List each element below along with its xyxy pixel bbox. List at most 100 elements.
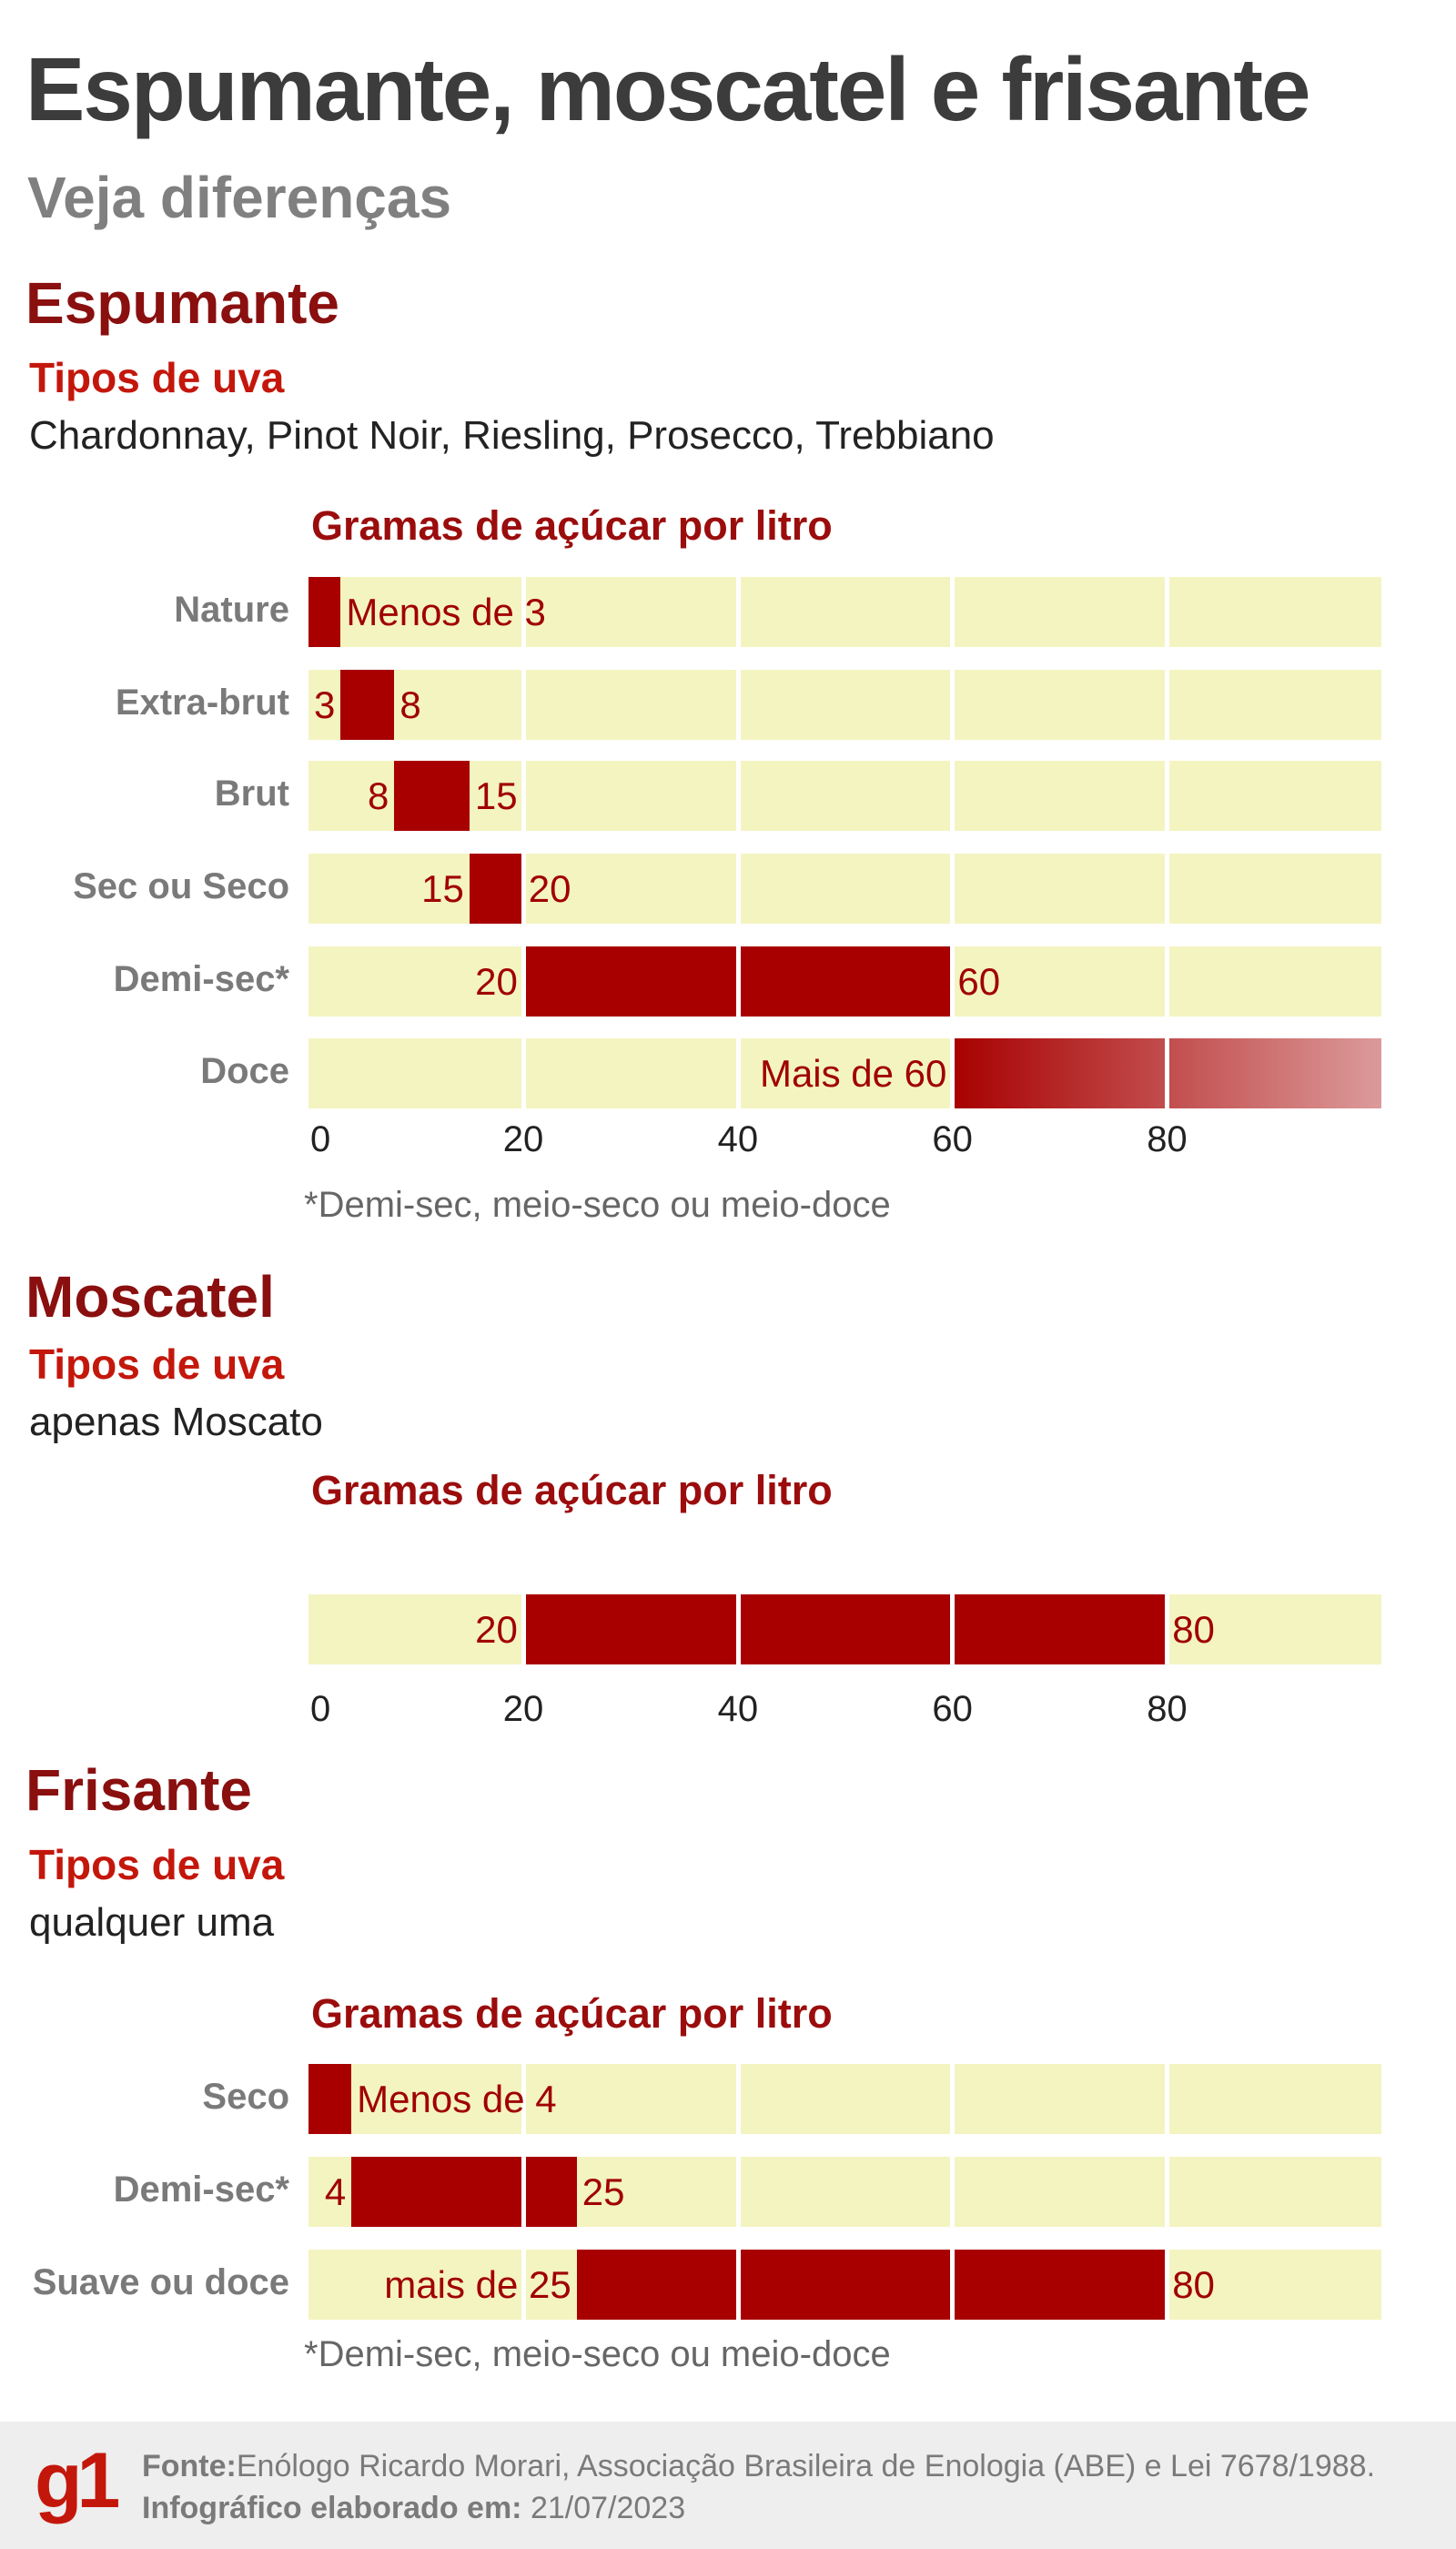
footnote: *Demi-sec, meio-seco ou meio-doce <box>304 2334 891 2374</box>
source-line: Fonte:Enólogo Ricardo Morari, Associação… <box>142 2449 1375 2484</box>
gridline <box>735 761 741 831</box>
gridline <box>521 761 526 831</box>
gridline <box>1165 946 1170 1017</box>
gridline <box>521 854 526 924</box>
category-label: Demi-sec* <box>113 959 289 999</box>
gridline <box>950 2064 956 2134</box>
range-start-label: Mais de 60 <box>759 1052 947 1095</box>
category-label: Seco <box>202 2077 289 2117</box>
gridline <box>521 2064 526 2134</box>
gridline <box>1165 2157 1170 2227</box>
range-bar <box>522 1594 1168 1664</box>
gridline <box>521 2250 526 2320</box>
gridline <box>735 2157 741 2227</box>
date-text: 21/07/2023 <box>530 2491 686 2525</box>
gridline <box>521 1594 526 1664</box>
range-bar <box>576 2250 1168 2320</box>
date-line: Infográfico elaborado em: 21/07/2023 <box>142 2491 685 2526</box>
gridline <box>1165 577 1170 647</box>
grapes-label: Tipos de uva <box>29 1340 285 1388</box>
x-tick-label: 60 <box>932 1119 973 1159</box>
bar-track: 4 25 <box>308 2157 1381 2227</box>
range-bar <box>308 577 341 647</box>
range-end-label: 80 <box>1172 1608 1215 1651</box>
section-heading-espumante: Espumante <box>25 270 339 336</box>
gridline <box>1165 2250 1170 2320</box>
grapes-list: Chardonnay, Pinot Noir, Riesling, Prosec… <box>29 413 995 458</box>
grapes-list: apenas Moscato <box>29 1400 323 1444</box>
range-start-label: 8 <box>367 774 389 817</box>
gridline <box>735 854 741 924</box>
bar-track: 15 20 <box>308 854 1381 924</box>
g1-logo: g1 <box>35 2437 120 2524</box>
category-label: Nature <box>174 590 289 630</box>
gridline <box>735 2064 741 2134</box>
range-end-label: 20 <box>528 867 571 910</box>
footnote: *Demi-sec, meio-seco ou meio-doce <box>304 1185 891 1225</box>
range-bar <box>469 854 523 924</box>
bar-track: 20 80 <box>308 1594 1381 1664</box>
gridline <box>521 1038 526 1108</box>
chart-title: Gramas de açúcar por litro <box>311 1467 833 1513</box>
date-label: Infográfico elaborado em: <box>142 2491 522 2525</box>
gridline <box>1165 670 1170 740</box>
category-label: Demi-sec* <box>113 2170 289 2210</box>
gridline <box>521 577 526 647</box>
category-label: Sec ou Seco <box>73 866 289 906</box>
page-title: Espumante, moscatel e frisante <box>25 39 1311 139</box>
range-start-label: 3 <box>314 683 336 726</box>
gridline <box>950 2157 956 2227</box>
range-end-label: 25 <box>581 2170 625 2213</box>
category-label: Suave ou doce <box>32 2262 289 2302</box>
range-end-label: 8 <box>399 683 421 726</box>
x-tick-label: 20 <box>502 1689 544 1729</box>
gridline <box>735 1594 741 1664</box>
range-end-label: 15 <box>474 774 518 817</box>
x-tick-label: 60 <box>932 1689 973 1729</box>
footer: g1 Fonte:Enólogo Ricardo Morari, Associa… <box>0 2422 1456 2549</box>
gridline <box>1165 2064 1170 2134</box>
range-start-label: 4 <box>324 2170 347 2213</box>
category-label: Brut <box>214 774 289 814</box>
chart-title: Gramas de açúcar por litro <box>311 1990 833 2037</box>
bar-track: Menos de 4 <box>308 2064 1381 2134</box>
gridline <box>735 670 741 740</box>
gridline <box>521 670 526 740</box>
chart-title: Gramas de açúcar por litro <box>311 502 833 549</box>
range-end-label: 80 <box>1172 2263 1215 2306</box>
gridline <box>950 1038 956 1108</box>
x-tick-label: 0 <box>310 1689 331 1729</box>
bar-track: mais de 25 80 <box>308 2250 1381 2320</box>
bar-track: Mais de 60 <box>308 1038 1381 1108</box>
gridline <box>735 2250 741 2320</box>
x-tick-label: 20 <box>502 1119 544 1159</box>
x-tick-label: 40 <box>717 1119 759 1159</box>
grapes-label: Tipos de uva <box>29 1841 285 1888</box>
gridline <box>521 946 526 1017</box>
range-start-label: 20 <box>475 960 518 1003</box>
source-label: Fonte: <box>142 2449 237 2483</box>
range-bar <box>308 2064 352 2134</box>
page-subtitle: Veja diferenças <box>27 165 452 230</box>
gridline <box>735 577 741 647</box>
range-end-label: Menos de 3 <box>346 591 546 633</box>
gridline <box>950 2250 956 2320</box>
gridline <box>1165 1594 1170 1664</box>
x-tick-label: 0 <box>310 1119 331 1159</box>
gridline <box>950 670 956 740</box>
bar-track: 8 15 <box>308 761 1381 831</box>
range-start-label: mais de 25 <box>384 2263 571 2306</box>
category-label: Doce <box>200 1051 289 1091</box>
range-bar <box>340 670 395 740</box>
x-tick-label: 40 <box>717 1689 759 1729</box>
gridline <box>950 854 956 924</box>
gridline <box>950 1594 956 1664</box>
range-start-label: 15 <box>421 867 464 910</box>
gridline <box>521 2157 526 2227</box>
grapes-list: qualquer uma <box>29 1900 275 1945</box>
category-label: Extra-brut <box>115 683 289 723</box>
bar-track: 20 60 <box>308 946 1381 1017</box>
source-text: Enólogo Ricardo Morari, Associação Brasi… <box>236 2449 1376 2483</box>
